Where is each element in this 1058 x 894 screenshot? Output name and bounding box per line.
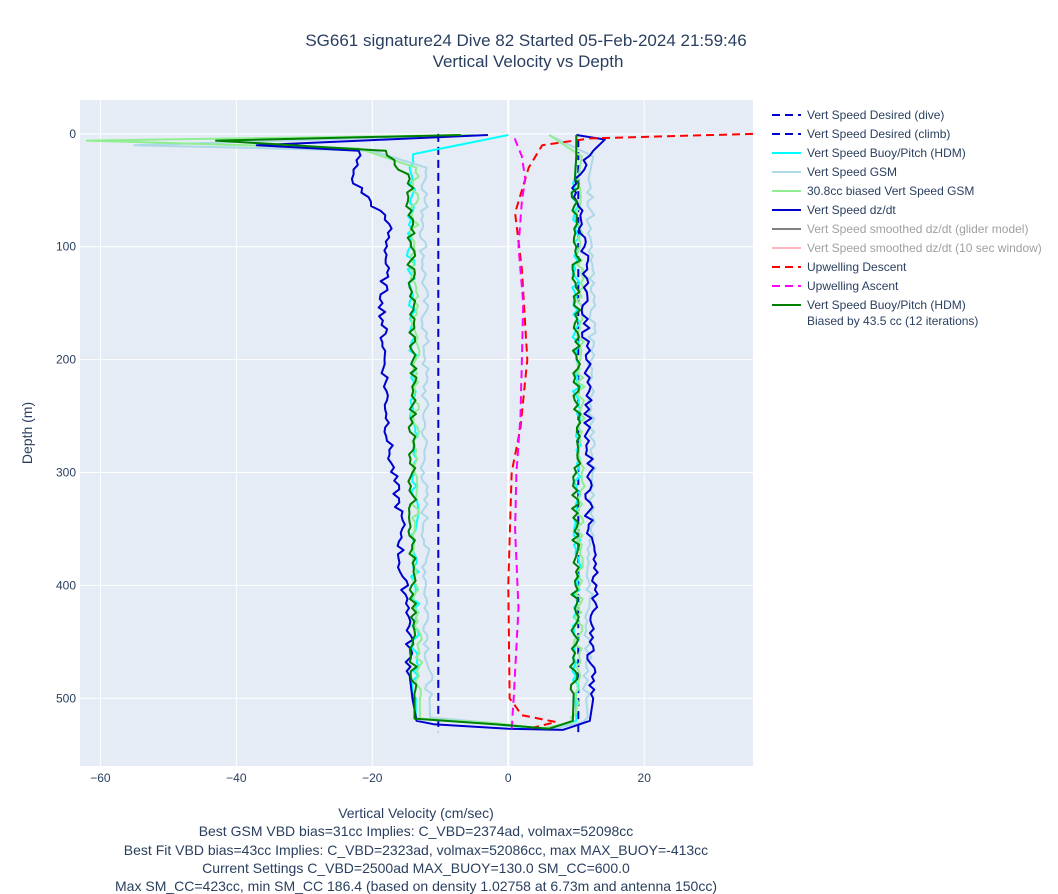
y-tick-label: 0	[69, 127, 76, 141]
x-axis-note-1: Best GSM VBD bias=31cc Implies: C_VBD=23…	[199, 823, 634, 839]
legend-label: Vert Speed dz/dt	[807, 203, 896, 217]
legend-item-10[interactable]: Vert Speed Buoy/Pitch (HDM) Biased by 43.…	[772, 298, 978, 328]
legend-label-line2: Biased by 43.5 cc (12 iterations)	[807, 314, 978, 328]
legend-item-0[interactable]: Vert Speed Desired (dive)	[772, 108, 944, 122]
legend-item-1[interactable]: Vert Speed Desired (climb)	[772, 127, 950, 141]
x-axis-note-2: Best Fit VBD bias=43cc Implies: C_VBD=23…	[124, 842, 708, 858]
y-tick-label: 400	[56, 578, 76, 592]
legend-label: Vert Speed GSM	[807, 165, 897, 179]
legend: Vert Speed Desired (dive) Vert Speed Desi…	[772, 108, 1042, 328]
x-axis-note-3: Current Settings C_VBD=2500ad MAX_BUOY=1…	[202, 860, 630, 876]
legend-item-2[interactable]: Vert Speed Buoy/Pitch (HDM)	[772, 146, 966, 160]
chart-subtitle: Vertical Velocity vs Depth	[433, 52, 624, 71]
x-tick-label: 0	[505, 771, 512, 785]
y-tick-label: 300	[56, 466, 76, 480]
x-tick-label: −20	[362, 771, 383, 785]
legend-label: Vert Speed Buoy/Pitch (HDM)	[807, 298, 966, 312]
y-tick-label: 500	[56, 691, 76, 705]
legend-item-4[interactable]: 30.8cc biased Vert Speed GSM	[772, 184, 974, 198]
x-axis-note-4: Max SM_CC=423cc, min SM_CC 186.4 (based …	[115, 878, 717, 894]
legend-label: Vert Speed smoothed dz/dt (10 sec window…	[807, 241, 1042, 255]
legend-label: Upwelling Descent	[807, 260, 907, 274]
legend-label: 30.8cc biased Vert Speed GSM	[807, 184, 974, 198]
y-axis-label: Depth (m)	[19, 402, 35, 464]
x-tick-label: −40	[226, 771, 247, 785]
legend-label: Vert Speed Desired (climb)	[807, 127, 950, 141]
series-line-10	[215, 134, 582, 730]
series-line-8	[507, 132, 753, 730]
legend-label: Vert Speed Desired (dive)	[807, 108, 944, 122]
x-axis-label: Vertical Velocity (cm/sec)	[338, 805, 494, 821]
legend-item-8[interactable]: Upwelling Descent	[772, 260, 907, 274]
x-tick-labels: −60 −40 −20 0 20	[90, 771, 651, 785]
legend-item-7[interactable]: Vert Speed smoothed dz/dt (10 sec window…	[772, 241, 1042, 255]
series-lines	[85, 132, 753, 733]
legend-item-6[interactable]: Vert Speed smoothed dz/dt (glider model)	[772, 222, 1028, 236]
x-tick-label: −60	[90, 771, 111, 785]
y-tick-labels: 0 100 200 300 400 500	[56, 127, 76, 705]
y-tick-label: 100	[56, 240, 76, 254]
legend-label: Vert Speed Buoy/Pitch (HDM)	[807, 146, 966, 160]
chart-title: SG661 signature24 Dive 82 Started 05-Feb…	[305, 31, 746, 50]
legend-label: Vert Speed smoothed dz/dt (glider model)	[807, 222, 1028, 236]
series-line-5	[255, 134, 606, 731]
legend-item-9[interactable]: Upwelling Ascent	[772, 279, 899, 293]
legend-item-3[interactable]: Vert Speed GSM	[772, 165, 897, 179]
legend-item-5[interactable]: Vert Speed dz/dt	[772, 203, 896, 217]
x-tick-label: 20	[638, 771, 652, 785]
legend-label: Upwelling Ascent	[807, 279, 899, 293]
y-tick-label: 200	[56, 353, 76, 367]
